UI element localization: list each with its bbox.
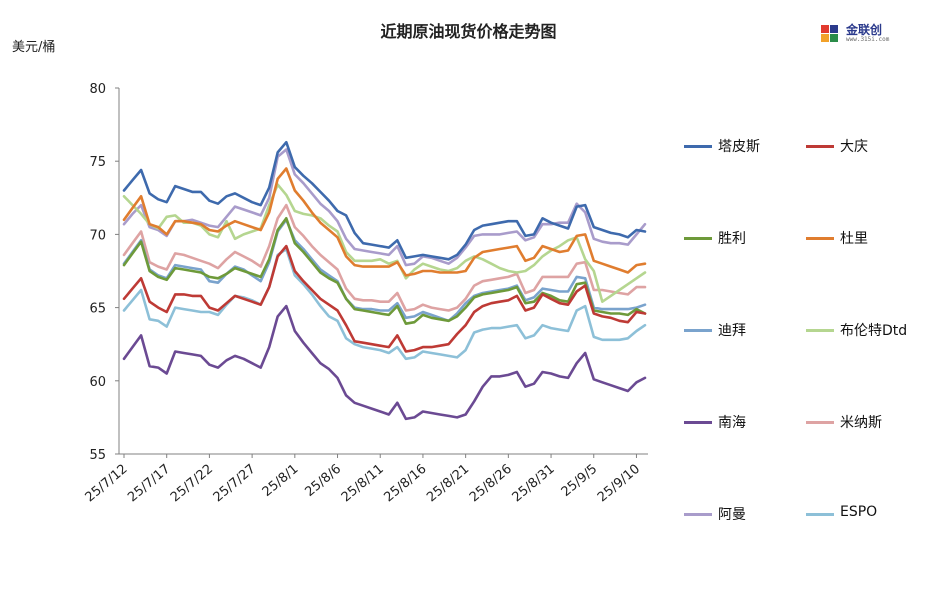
chart-ticks: 55 60 65 70 75 80 25/7/1225/7/1725/7/2225/7/27… [83, 82, 643, 505]
y-tick-label: 55 [89, 448, 106, 463]
x-tick-label: 25/8/11 [339, 462, 387, 506]
y-tick-label: 80 [89, 82, 106, 97]
legend-label: 大庆 [840, 139, 868, 155]
series-line-迪拜 [122, 218, 647, 323]
x-tick-label: 25/7/17 [125, 462, 173, 506]
legend-label: 迪拜 [718, 323, 746, 339]
legend-label: 南海 [718, 415, 746, 431]
series-line-大庆 [122, 244, 647, 353]
legend-label: 杜里 [840, 231, 868, 247]
legend-label: 布伦特Dtd [840, 323, 908, 339]
y-axis-label: 美元/桶 [12, 40, 56, 55]
chart-axes [118, 88, 648, 455]
series-line-阿曼 [122, 148, 647, 267]
series-line-塔皮斯 [122, 140, 647, 261]
brand-logo: 金联创 www.315i.com [820, 20, 900, 46]
legend-swatch [684, 421, 712, 424]
legend-label: 米纳斯 [840, 415, 882, 431]
x-tick-label: 25/7/12 [83, 462, 131, 506]
legend-label: 胜利 [718, 231, 746, 247]
legend-swatch [806, 421, 834, 424]
legend-swatch [684, 329, 712, 332]
legend-swatch [684, 513, 712, 516]
x-tick-label: 25/8/31 [510, 462, 558, 506]
x-tick-label: 25/8/21 [424, 462, 472, 506]
legend-label: 阿曼 [718, 507, 746, 523]
legend-label: ESPO [840, 504, 878, 520]
x-tick-label: 25/7/22 [168, 462, 216, 506]
x-tick-label: 25/9/10 [595, 462, 643, 506]
x-tick-label: 25/8/26 [467, 462, 515, 506]
y-tick-label: 75 [89, 155, 106, 170]
series-line-胜利 [122, 217, 647, 326]
chart-series [122, 140, 647, 421]
y-tick-label: 65 [89, 302, 106, 317]
chart-title: 近期原油现货价格走势图 [380, 22, 557, 41]
series-line-杜里 [122, 167, 647, 277]
legend-swatch [806, 329, 834, 332]
y-tick-label: 60 [89, 375, 106, 390]
logo-icon [821, 25, 838, 42]
legend-swatch [806, 513, 834, 516]
legend-swatch [684, 237, 712, 240]
x-tick-label: 25/8/16 [381, 462, 429, 506]
x-tick-label: 25/8/1 [260, 462, 302, 500]
y-tick-label: 70 [89, 228, 106, 243]
legend-swatch [806, 237, 834, 240]
legend-swatch [806, 145, 834, 148]
series-line-南海 [122, 304, 647, 421]
legend-label: 塔皮斯 [718, 139, 760, 155]
legend-swatch [684, 145, 712, 148]
series-line-米纳斯 [122, 203, 647, 312]
series-line-布伦特Dtd [122, 183, 647, 304]
x-tick-label: 25/7/27 [211, 462, 259, 506]
series-line-ESPO [122, 247, 647, 361]
